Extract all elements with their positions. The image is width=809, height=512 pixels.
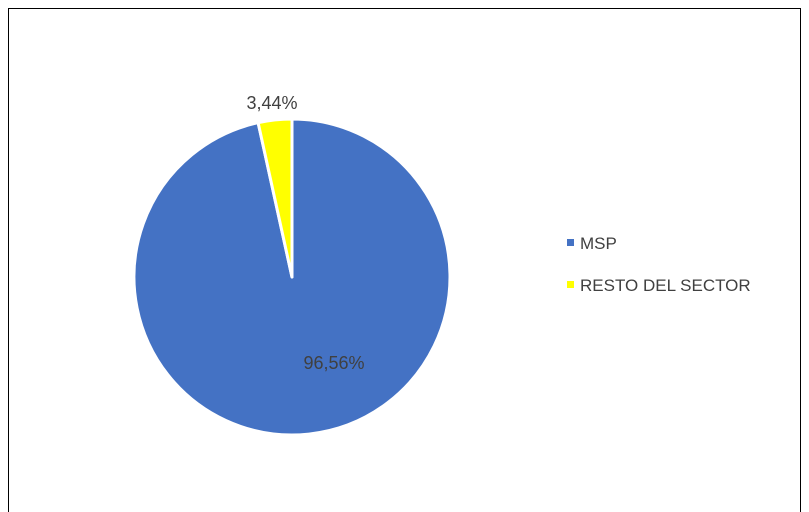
legend-item-msp: MSP — [567, 234, 617, 253]
legend-swatch-resto — [567, 281, 574, 288]
legend: MSP RESTO DEL SECTOR — [567, 234, 751, 295]
data-label-msp: 96,56% — [303, 353, 364, 373]
data-labels: 96,56% 3,44% — [246, 93, 364, 373]
legend-item-resto: RESTO DEL SECTOR — [567, 276, 751, 295]
legend-label-resto: RESTO DEL SECTOR — [580, 276, 751, 295]
data-label-resto: 3,44% — [246, 93, 297, 113]
legend-label-msp: MSP — [580, 234, 617, 253]
pie-slice-resto — [256, 117, 294, 279]
legend-swatch-msp — [567, 239, 574, 246]
pie-slices — [132, 117, 452, 437]
